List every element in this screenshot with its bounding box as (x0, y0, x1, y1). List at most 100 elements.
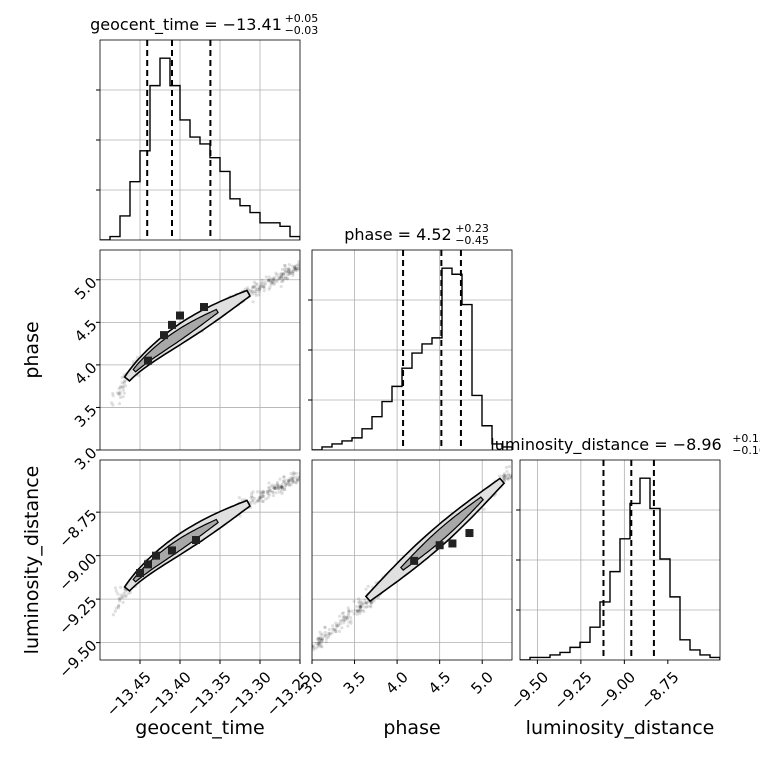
sample-point (255, 499, 259, 503)
sample-point (263, 282, 268, 286)
histogram-step (312, 267, 512, 450)
sample-point (292, 471, 296, 476)
sample-point (339, 622, 343, 626)
sample-point (113, 609, 117, 613)
sample-point (294, 267, 298, 271)
sample-point (288, 268, 292, 272)
sample-point (279, 485, 283, 489)
sample-point (316, 636, 321, 640)
sample-point (297, 266, 300, 271)
sample-point (287, 267, 291, 271)
sample-point (266, 489, 270, 494)
histogram-step (520, 477, 720, 660)
sample-point (347, 620, 351, 624)
sample-point (287, 263, 291, 267)
sample-point (275, 273, 279, 277)
sample-point (366, 584, 370, 588)
sample-point (279, 275, 283, 279)
y-tick-label: −8.75 (55, 506, 100, 551)
sample-point (347, 609, 351, 613)
sample-point (293, 266, 297, 270)
title-geocent_time: geocent_time = −13.41 (90, 15, 282, 35)
sample-point (122, 381, 126, 385)
sample-point (269, 283, 273, 287)
sample-point (295, 481, 299, 485)
sample-point (324, 633, 328, 637)
sample-point (291, 269, 296, 274)
x-tick-label: 5.0 (467, 668, 497, 698)
sample-point (131, 360, 135, 364)
sample-point (342, 621, 346, 625)
sample-point (280, 482, 284, 487)
sample-point (282, 487, 287, 492)
sample-point (296, 263, 300, 267)
sample-point (263, 286, 267, 290)
sample-point (343, 615, 347, 619)
sample-point (319, 641, 324, 645)
sample-point (257, 293, 261, 297)
sample-point (294, 481, 298, 485)
density-peak (144, 356, 152, 365)
sample-point (316, 643, 320, 647)
sample-point (297, 262, 300, 266)
sample-point (252, 290, 256, 294)
sample-point (350, 609, 354, 613)
sample-point (365, 601, 369, 605)
sample-point (327, 631, 331, 635)
sample-point (272, 486, 276, 490)
sample-point (301, 476, 304, 479)
sample-point (277, 490, 282, 494)
sample-point (111, 403, 115, 407)
sample-point (296, 478, 300, 482)
y-tick-label: 4.5 (71, 316, 101, 346)
sample-point (283, 270, 287, 274)
sample-point (369, 601, 373, 605)
sample-point (316, 641, 321, 645)
sample-point (358, 611, 362, 615)
sample-point (272, 281, 276, 285)
sample-point (265, 491, 270, 495)
sample-point (123, 379, 127, 383)
sample-point (510, 475, 512, 479)
sample-point (270, 490, 275, 494)
sample-point (501, 474, 505, 479)
title-main: geocent_time = −13.41 (90, 15, 282, 35)
sample-point (346, 612, 351, 616)
sample-point (501, 473, 506, 477)
sample-point (289, 472, 293, 476)
sample-point (119, 386, 123, 390)
sample-point (328, 632, 333, 636)
sample-point (259, 496, 263, 500)
sample-point (326, 635, 330, 639)
sample-point (271, 493, 276, 498)
sample-point (252, 496, 257, 501)
sample-point (289, 478, 293, 482)
sample-point (304, 650, 307, 653)
sample-point (353, 608, 358, 612)
sample-point (117, 603, 121, 608)
sample-point (292, 268, 296, 272)
sample-point (286, 267, 290, 271)
sample-point (285, 273, 289, 277)
sample-point (290, 264, 294, 268)
sample-point (253, 501, 257, 505)
x-tick-label: −9.25 (550, 668, 595, 713)
sample-point (276, 483, 280, 488)
title-err-minus: −0.03 (285, 24, 319, 37)
sample-point (115, 391, 120, 395)
sample-point (293, 268, 297, 272)
sample-point (343, 618, 348, 622)
sample-point (249, 494, 254, 498)
sample-point (273, 487, 277, 491)
sample-point (119, 384, 123, 389)
sample-point (345, 617, 350, 621)
sample-point (251, 300, 255, 304)
sample-point (342, 616, 346, 620)
sample-point (340, 618, 344, 623)
sample-point (370, 601, 374, 605)
sample-point (358, 605, 362, 609)
title-err-plus: +0.23 (455, 222, 489, 235)
sample-point (295, 477, 299, 482)
sample-point (355, 609, 359, 613)
sample-point (259, 493, 263, 497)
